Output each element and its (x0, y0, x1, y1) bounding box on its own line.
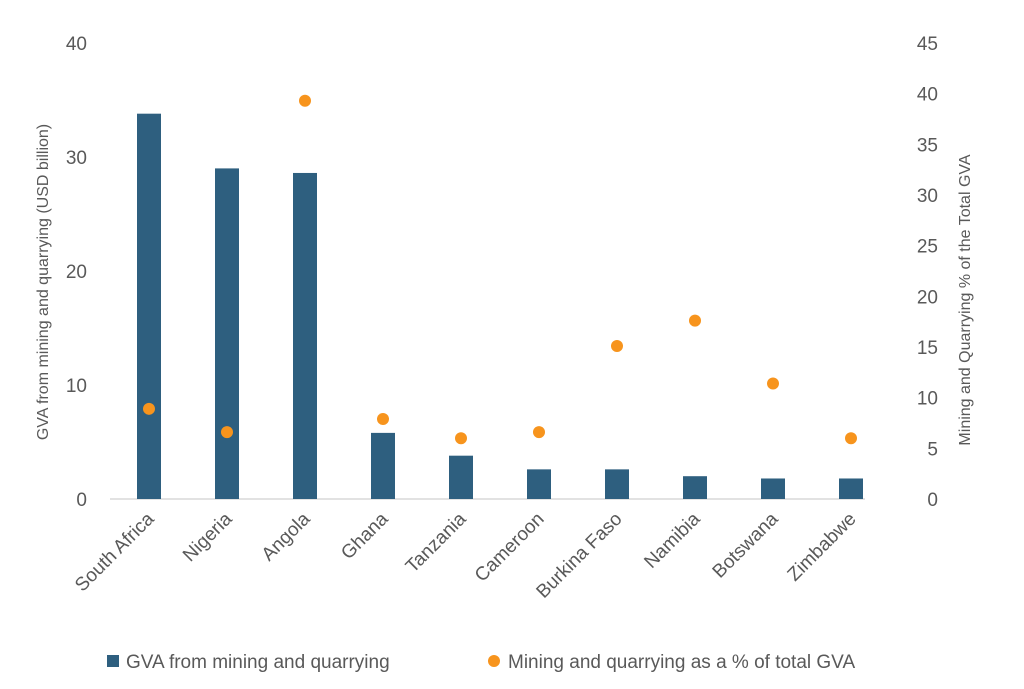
bar (215, 168, 239, 499)
left-axis-ticks: 0 10 20 30 40 (66, 34, 87, 511)
right-tick-label: 30 (917, 186, 938, 207)
bar (761, 478, 785, 499)
right-axis-ticks: 0 5 10 15 20 25 30 35 40 45 (917, 34, 938, 511)
bar (527, 469, 551, 499)
legend-swatch-dot (488, 655, 500, 667)
dot (533, 426, 545, 439)
dot (767, 377, 779, 390)
bar (839, 478, 863, 499)
dot (143, 402, 155, 415)
right-tick-label: 10 (917, 389, 938, 410)
right-tick-label: 0 (927, 490, 938, 511)
bar (449, 455, 473, 499)
legend-swatch-bar (107, 655, 119, 667)
dot (611, 339, 623, 352)
right-tick-label: 40 (917, 85, 938, 106)
bar (371, 432, 395, 499)
dot (455, 432, 467, 445)
category-label: South Africa (71, 508, 159, 596)
bar (293, 172, 317, 499)
dot (299, 94, 311, 107)
right-tick-label: 5 (927, 439, 938, 460)
right-tick-label: 35 (917, 135, 938, 156)
bar (137, 113, 161, 500)
dot (377, 412, 389, 425)
dot (221, 426, 233, 439)
left-axis-title: GVA from mining and quarrying (USD billi… (35, 124, 52, 440)
category-label: Tanzania (402, 508, 471, 577)
dot (689, 314, 701, 327)
category-label: Cameroon (471, 509, 549, 587)
bar (683, 476, 707, 499)
dot (845, 432, 857, 445)
left-tick-label: 10 (66, 376, 87, 397)
legend-label-bar: GVA from mining and quarrying (126, 652, 390, 673)
category-label: Nigeria (179, 508, 237, 566)
right-tick-label: 20 (917, 287, 938, 308)
category-label: Ghana (337, 508, 392, 563)
legend-label-dot: Mining and quarrying as a % of total GVA (508, 652, 855, 673)
right-tick-label: 25 (917, 237, 938, 258)
category-label: Namibia (640, 508, 704, 572)
right-axis-title: Mining and Quarrying % of the Total GVA (957, 154, 974, 445)
left-tick-label: 30 (66, 148, 87, 169)
bar-series (137, 113, 863, 500)
category-labels: South Africa Nigeria Angola Ghana Tanzania Ca… (71, 508, 860, 602)
left-tick-label: 40 (66, 34, 87, 55)
left-tick-label: 0 (76, 490, 87, 511)
bar (605, 469, 629, 499)
dot-series (143, 94, 857, 445)
right-tick-label: 15 (917, 338, 938, 359)
right-tick-label: 45 (917, 34, 938, 55)
category-label: Zimbabwe (784, 509, 861, 586)
left-tick-label: 20 (66, 262, 87, 283)
category-label: Botswana (709, 508, 783, 582)
legend: GVA from mining and quarrying Mining and… (107, 652, 855, 673)
category-label: Angola (258, 508, 315, 565)
